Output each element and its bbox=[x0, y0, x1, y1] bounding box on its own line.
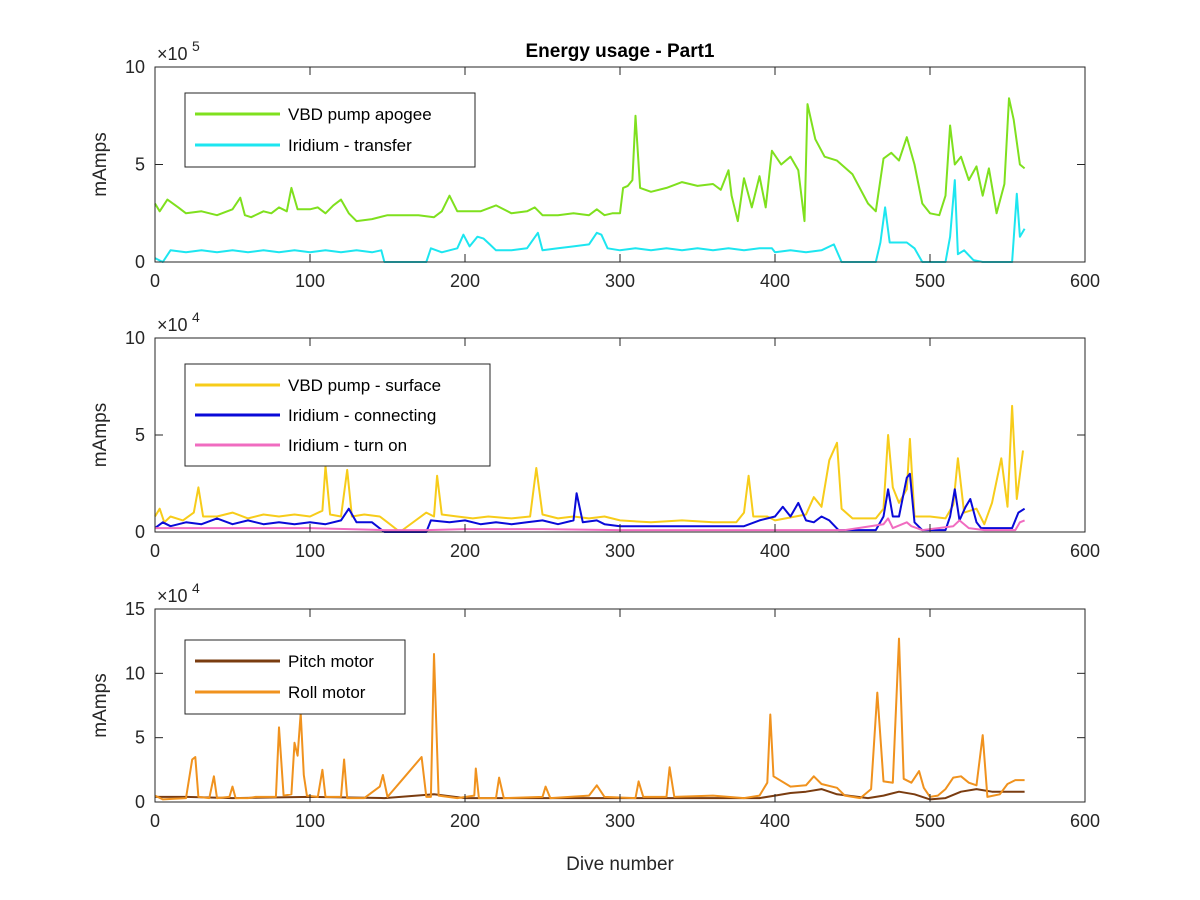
x-tick-label: 200 bbox=[450, 271, 480, 291]
y-exponent-base: ×10 bbox=[157, 315, 188, 335]
x-tick-label: 500 bbox=[915, 271, 945, 291]
legend-label: Iridium - turn on bbox=[288, 436, 407, 455]
x-tick-label: 100 bbox=[295, 271, 325, 291]
y-tick-label: 0 bbox=[135, 252, 145, 272]
y-exponent-power: 5 bbox=[192, 38, 200, 54]
y-tick-label: 0 bbox=[135, 792, 145, 812]
x-tick-label: 500 bbox=[915, 541, 945, 561]
x-tick-label: 100 bbox=[295, 811, 325, 831]
series-line-2-3 bbox=[155, 517, 1025, 532]
x-tick-label: 600 bbox=[1070, 541, 1100, 561]
y-exponent-base: ×10 bbox=[157, 586, 188, 606]
y-axis-label: mAmps bbox=[90, 673, 111, 737]
y-axis-label: mAmps bbox=[90, 403, 111, 467]
x-tick-label: 600 bbox=[1070, 811, 1100, 831]
x-tick-label: 300 bbox=[605, 811, 635, 831]
legend-label: VBD pump apogee bbox=[288, 105, 432, 124]
x-tick-label: 400 bbox=[760, 541, 790, 561]
y-exponent-power: 4 bbox=[192, 309, 200, 325]
y-tick-label: 5 bbox=[135, 728, 145, 748]
legend-label: VBD pump - surface bbox=[288, 376, 441, 395]
legend-label: Pitch motor bbox=[288, 652, 374, 671]
legend-box bbox=[184, 639, 406, 715]
y-tick-label: 15 bbox=[125, 599, 145, 619]
x-tick-label: 0 bbox=[150, 811, 160, 831]
y-tick-label: 0 bbox=[135, 522, 145, 542]
series-line-3-2 bbox=[154, 637, 1025, 801]
legend-box bbox=[184, 92, 476, 168]
x-tick-label: 500 bbox=[915, 811, 945, 831]
y-tick-label: 5 bbox=[135, 425, 145, 445]
y-exponent-base: ×10 bbox=[157, 44, 188, 64]
series-line-3-1 bbox=[155, 788, 1025, 801]
y-tick-label: 10 bbox=[125, 663, 145, 683]
legend-label: Roll motor bbox=[288, 683, 366, 702]
x-tick-label: 200 bbox=[450, 541, 480, 561]
series-line-1-1 bbox=[154, 97, 1026, 223]
x-tick-label: 0 bbox=[150, 271, 160, 291]
legend-label: Iridium - connecting bbox=[288, 406, 436, 425]
y-tick-label: 10 bbox=[125, 328, 145, 348]
subplot-3: 0 100 200 300 400 500 600 0 5 10 15 ×10 4 mAmps Pitch … bbox=[90, 580, 1100, 831]
x-axis-label: Dive number bbox=[566, 854, 674, 875]
figure-title: Energy usage - Part1 bbox=[525, 41, 714, 62]
y-axis-label: mAmps bbox=[90, 132, 111, 196]
y-tick-label: 5 bbox=[135, 155, 145, 175]
x-tick-label: 300 bbox=[605, 541, 635, 561]
y-exponent-power: 4 bbox=[192, 580, 200, 596]
series-line-1-2 bbox=[154, 179, 1026, 263]
x-tick-label: 600 bbox=[1070, 271, 1100, 291]
x-tick-label: 400 bbox=[760, 811, 790, 831]
y-tick-label: 10 bbox=[125, 57, 145, 77]
legend-label: Iridium - transfer bbox=[288, 136, 412, 155]
subplot-2: 0 100 200 300 400 500 600 0 5 10 ×10 4 mAmps VBD pump… bbox=[90, 309, 1100, 561]
x-tick-label: 0 bbox=[150, 541, 160, 561]
x-tick-label: 400 bbox=[760, 271, 790, 291]
x-tick-label: 100 bbox=[295, 541, 325, 561]
x-tick-label: 200 bbox=[450, 811, 480, 831]
x-tick-label: 300 bbox=[605, 271, 635, 291]
series-line-2-1 bbox=[154, 404, 1024, 533]
series-line-2-2 bbox=[154, 472, 1026, 533]
